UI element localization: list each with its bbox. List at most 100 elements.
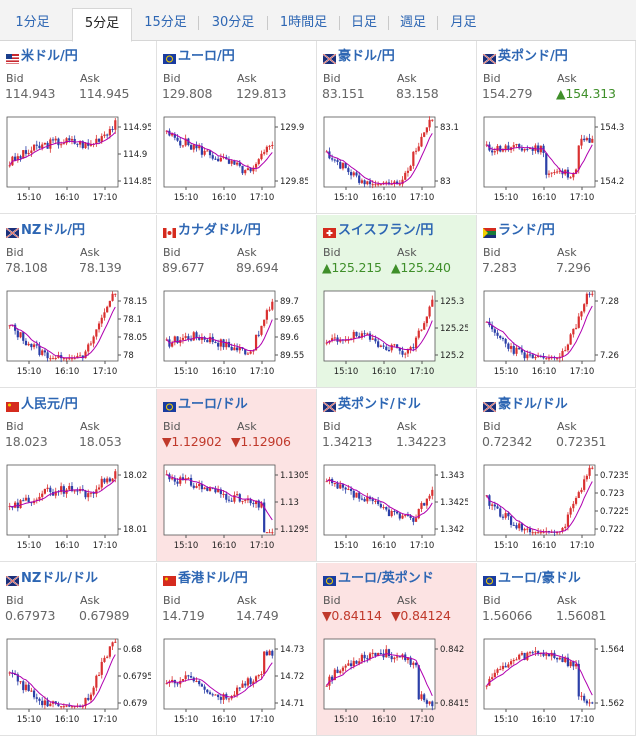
pair-name[interactable]: 英ポンド/ドル	[338, 396, 421, 412]
candlestick-chart[interactable]: 1.343 1.3425 1.342 15:10 16:10 17:10	[323, 464, 468, 556]
candle-body	[54, 701, 57, 704]
tab-8[interactable]: 月足	[450, 15, 477, 30]
candle-body	[588, 293, 591, 295]
rate-card[interactable]: 豪ドル/ドル Bid Ask 0.72342 0.72351 0.7235 0.723 0.7…	[477, 389, 636, 562]
pair-name[interactable]: ユーロ/豪ドル	[498, 570, 581, 586]
rate-card[interactable]: ユーロ/英ポンド Bid Ask ▼0.84114 ▼0.84124 0.842 0.841…	[317, 563, 477, 736]
rate-card[interactable]: ユーロ/豪ドル Bid Ask 1.56066 1.56081 1.564 1.562 15:…	[477, 563, 636, 736]
candlestick-chart[interactable]: 89.7 89.65 89.6 89.55 15:10 16:10 17:10	[163, 290, 308, 382]
pair-title[interactable]: NZドル/ドル	[5, 568, 99, 587]
rate-card[interactable]: NZドル/ドル Bid Ask 0.67973 0.67989 0.68 0.6795 0.6…	[0, 563, 157, 736]
tab-7[interactable]: 週足	[399, 15, 426, 30]
candle-body	[65, 705, 68, 707]
candle-body	[14, 156, 17, 161]
pair-title[interactable]: 英ポンド/円	[482, 46, 568, 65]
pair-title[interactable]: カナダドル/円	[163, 220, 261, 238]
candle-body	[385, 507, 388, 510]
candle-body	[531, 147, 534, 151]
pair-title[interactable]: ユーロ/英ポンド	[323, 568, 434, 586]
y-tick-label: 0.68	[123, 645, 142, 655]
candle-body	[417, 146, 420, 151]
candlestick-chart[interactable]: 78.15 78.1 78.05 78 15:10 16:10 17:10	[6, 290, 151, 382]
rate-card[interactable]: 英ポンド/円 Bid Ask 154.279 ▲154.313 154.3 154.2 15:…	[477, 41, 636, 214]
pair-title[interactable]: 豪ドル/ドル	[482, 394, 568, 413]
candlestick-chart[interactable]: 114.95 114.9 114.85 15:10 16:10 17:10	[6, 116, 151, 208]
pair-name[interactable]: NZドル/円	[21, 222, 86, 238]
bid-value: 129.808	[162, 86, 213, 101]
tab-separator	[388, 16, 389, 30]
ask-label: Ask	[80, 72, 100, 85]
pair-name[interactable]: カナダドル/円	[178, 222, 261, 238]
pair-title[interactable]: 英ポンド/ドル	[322, 394, 421, 413]
candle-body	[491, 504, 494, 506]
candlestick-chart[interactable]: 1.564 1.562 15:10 16:10 17:10	[483, 638, 628, 730]
tab-1[interactable]: 1分足	[15, 15, 50, 30]
pair-title[interactable]: ユーロ/円	[163, 46, 235, 64]
pair-name[interactable]: ランド/円	[498, 222, 555, 238]
candlestick-chart[interactable]: 7.28 7.26 15:10 16:10 17:10	[483, 290, 628, 382]
candle-body	[341, 484, 345, 488]
rate-card[interactable]: スイスフラン/円 Bid Ask ▲125.215 ▲125.240 125.3 125.2…	[317, 215, 477, 388]
pair-title[interactable]: 香港ドル/円	[163, 568, 248, 586]
candlestick-chart[interactable]: 0.842 0.8415 15:10 16:10 17:10	[323, 638, 468, 730]
rate-card[interactable]: 英ポンド/ドル Bid Ask 1.34213 1.34223 1.343 1.3425 1.…	[317, 389, 477, 562]
pair-name[interactable]: 米ドル/円	[21, 48, 78, 64]
pair-title[interactable]: 人民元/円	[6, 394, 78, 412]
candlestick-chart[interactable]: 1.1305 1.13 1.1295 15:10 16:10 17:10	[163, 464, 308, 556]
rate-card[interactable]: ランド/円 Bid Ask 7.283 7.296 7.28 7.26 15:10 16:10 1…	[477, 215, 636, 388]
candlestick-chart[interactable]: 83.1 83 15:10 16:10 17:10	[323, 116, 468, 208]
rate-card[interactable]: ユーロ/円 Bid Ask 129.808 129.813 129.9 129.85 15:1…	[157, 41, 317, 214]
pair-title[interactable]: 豪ドル/円	[322, 46, 395, 65]
candlestick-chart[interactable]: 18.02 18.01 15:10 16:10 17:10	[6, 464, 151, 556]
candle-body	[358, 336, 361, 338]
tab-4[interactable]: 30分足	[211, 15, 255, 30]
candle-body	[70, 138, 74, 141]
pair-name[interactable]: スイスフラン/円	[338, 222, 434, 238]
pair-name[interactable]: ユーロ/円	[178, 48, 235, 64]
pair-title[interactable]: ユーロ/豪ドル	[483, 568, 581, 586]
tab-5[interactable]: 1時間足	[279, 15, 328, 30]
rate-card[interactable]: NZドル/円 Bid Ask 78.108 78.139 78.15 78.1 78.05 78…	[0, 215, 157, 388]
pair-name[interactable]: ユーロ/英ポンド	[338, 570, 434, 586]
candlestick-chart[interactable]: 154.3 154.2 15:10 16:10 17:10	[483, 116, 628, 208]
tab-2[interactable]: 5分足	[72, 8, 132, 42]
candlestick-chart[interactable]: 0.7235 0.723 0.7225 0.722 15:10 16:10 17:10	[483, 464, 628, 556]
y-tick-label: 114.95	[123, 123, 151, 133]
candlestick-chart[interactable]: 14.73 14.72 14.71 15:10 16:10 17:10	[163, 638, 308, 730]
pair-title[interactable]: ユーロ/ドル	[163, 394, 248, 412]
tab-3[interactable]: 15分足	[144, 15, 187, 30]
pair-name[interactable]: 人民元/円	[21, 396, 78, 412]
candle-body	[84, 351, 87, 359]
candle-body	[184, 478, 187, 481]
rate-card[interactable]: 香港ドル/円 Bid Ask 14.719 14.749 14.73 14.72 14.71 1…	[157, 563, 317, 736]
pair-title[interactable]: スイスフラン/円	[323, 220, 434, 238]
pair-title[interactable]: ランド/円	[483, 220, 555, 238]
rate-card[interactable]: カナダドル/円 Bid Ask 89.677 89.694 89.7 89.65 89.6 89…	[157, 215, 317, 388]
pair-name[interactable]: 豪ドル/ドル	[498, 396, 568, 412]
rate-card[interactable]: ユーロ/ドル Bid Ask ▼1.12902 ▼1.12906 1.1305 1.13 1.…	[157, 389, 317, 562]
candlestick-chart[interactable]: 0.68 0.6795 0.679 15:10 16:10 17:10	[6, 638, 151, 730]
pair-title[interactable]: 米ドル/円	[6, 46, 78, 64]
pair-name[interactable]: ユーロ/ドル	[178, 396, 248, 412]
candle-body	[252, 681, 255, 684]
rate-card[interactable]: 米ドル/円 Bid Ask 114.943 114.945 114.95 114.9 114.…	[0, 41, 157, 214]
candle-body	[265, 146, 268, 153]
candle-body	[181, 679, 185, 681]
pair-name[interactable]: NZドル/ドル	[21, 570, 99, 586]
rate-card[interactable]: 豪ドル/円 Bid Ask 83.151 83.158 83.1 83 15:10 16:10 1…	[317, 41, 477, 214]
candle-body	[87, 493, 90, 498]
candle-body	[24, 684, 28, 691]
y-tick-label: 154.2	[600, 177, 624, 187]
pair-name[interactable]: 香港ドル/円	[178, 570, 248, 586]
candle-body	[363, 654, 366, 659]
pair-name[interactable]: 豪ドル/円	[338, 48, 395, 64]
pair-name[interactable]: 英ポンド/円	[498, 48, 568, 64]
candlestick-chart[interactable]: 129.9 129.85 15:10 16:10 17:10	[163, 116, 308, 208]
tab-6[interactable]: 日足	[350, 15, 377, 30]
candle-body	[404, 172, 407, 180]
pair-title[interactable]: NZドル/円	[5, 220, 86, 239]
candlestick-chart[interactable]: 125.3 125.25 125.2 15:10 16:10 17:10	[323, 290, 468, 382]
y-tick-label: 78.05	[123, 333, 147, 343]
rate-card[interactable]: 人民元/円 Bid Ask 18.023 18.053 18.02 18.01 15:10 16…	[0, 389, 157, 562]
bid-label: Bid	[163, 246, 181, 259]
